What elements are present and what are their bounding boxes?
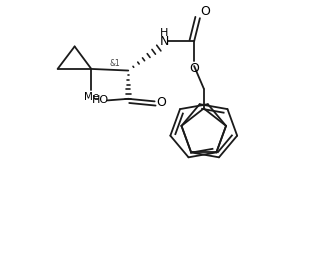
Text: HO: HO xyxy=(92,95,109,105)
Text: O: O xyxy=(200,5,210,18)
Text: N: N xyxy=(159,35,169,48)
Text: H: H xyxy=(160,28,168,38)
Text: &1: &1 xyxy=(110,59,120,68)
Text: O: O xyxy=(189,62,199,75)
Text: Me: Me xyxy=(84,92,99,102)
Text: O: O xyxy=(157,96,167,109)
